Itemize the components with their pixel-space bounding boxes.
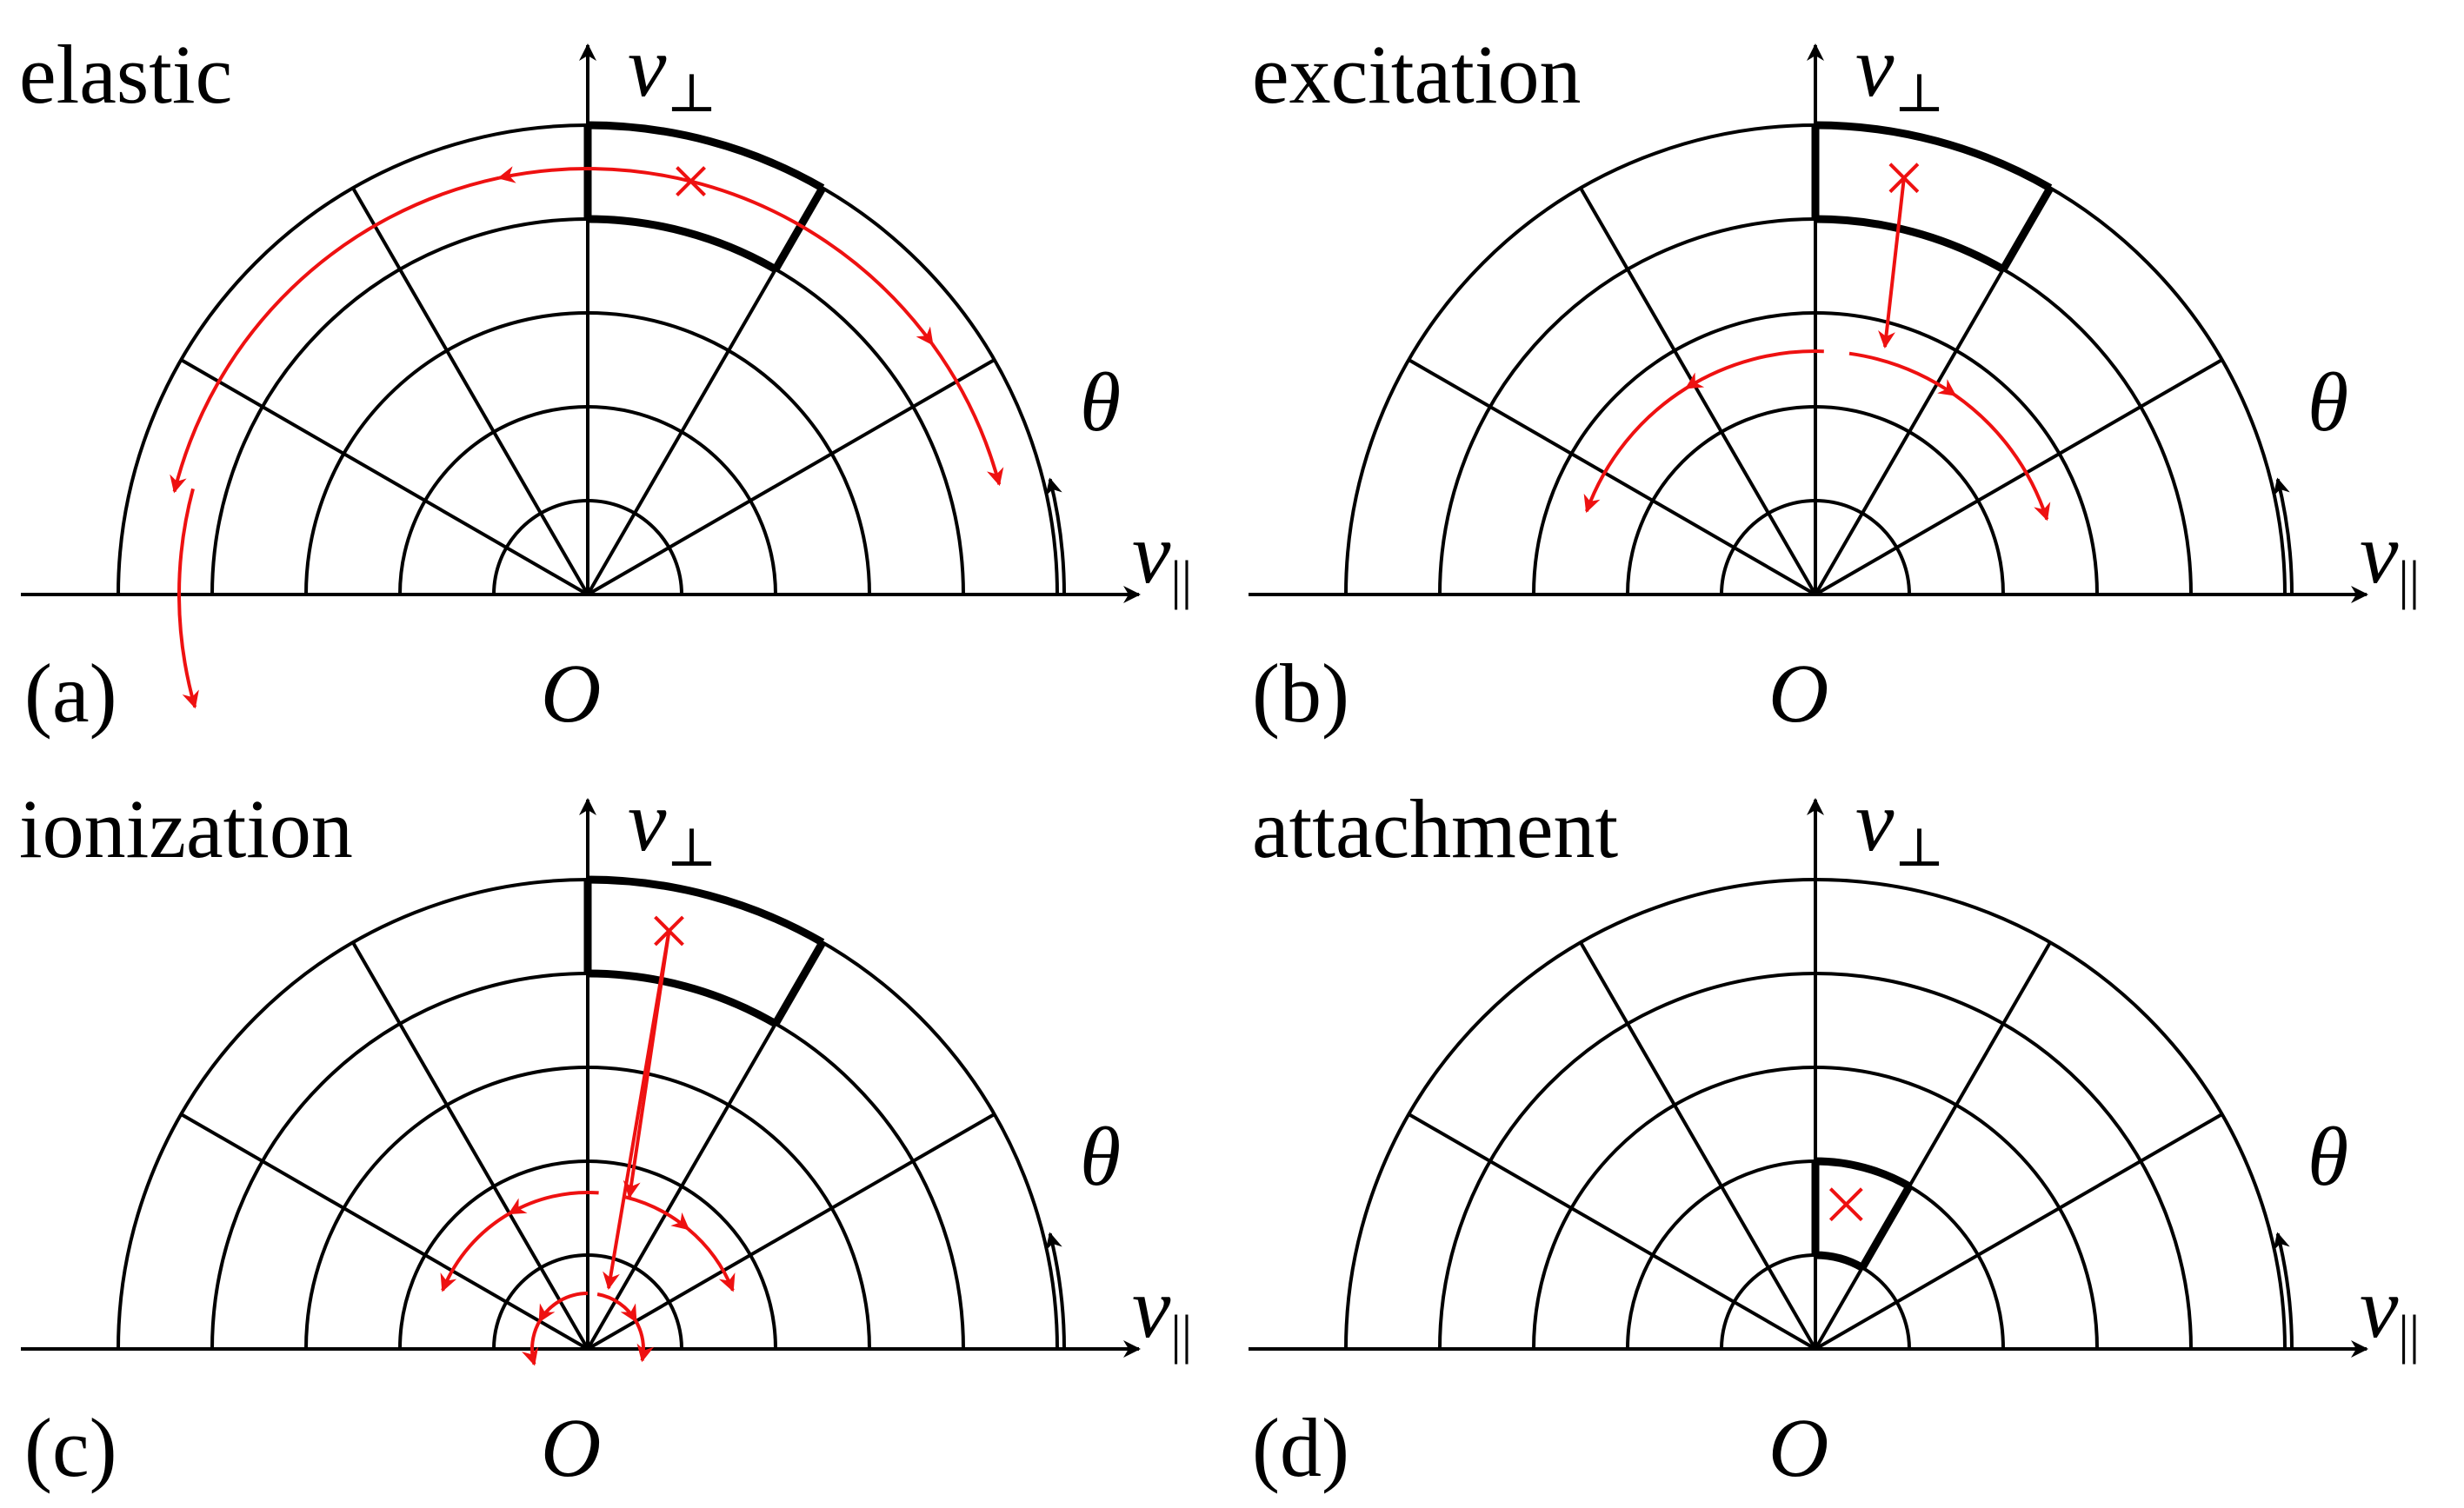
grid-spoke [1814,1113,2223,1351]
grid-spoke [1814,358,2223,596]
panel-attachment: attachment (d) O v⊥ v|| θ [1249,773,2420,1494]
scatter-arc [625,1195,690,1231]
scatter-arc [497,166,691,183]
polar-grid [1249,43,2368,603]
panel-label: (a) [24,647,117,740]
scatter-arc [687,1227,736,1292]
grid-spoke [351,187,589,596]
cell-inner-edge [587,215,778,273]
cell-outer-edge [587,121,825,192]
cell-right-edge [772,940,826,1026]
grid-spoke [351,941,589,1351]
scatter-arc [440,1212,511,1292]
panel-title: ionization [19,782,353,875]
scatter-arc [177,488,199,709]
origin-label: O [1768,1401,1828,1494]
grid-spoke [180,358,589,596]
scattering-trajectories [440,915,736,1366]
v-par-axis-label: v|| [2360,1259,2420,1365]
grid-spoke [1814,941,2052,1351]
theta-direction-arrow [2273,477,2294,595]
theta-label: θ [2308,355,2348,448]
cross-mark [1828,1187,1863,1222]
cell-outer-edge [1815,1157,1912,1190]
theta-direction-arrow [1045,1232,1066,1350]
panel-label: (b) [1252,647,1349,740]
grid-spoke [586,358,996,596]
theta-label: θ [2308,1110,2348,1203]
grid-spoke [1408,358,1817,596]
theta-direction-arrow [1045,477,1066,595]
scatter-arc [930,342,1004,487]
v-perp-axis-label: v⊥ [628,18,717,123]
panel-label: (c) [24,1401,117,1494]
scattering-trajectories [1583,163,2051,521]
scatter-arc [170,176,500,494]
cell-outer-edge [587,875,825,947]
scatter-line [1878,177,1906,349]
panel-label: (d) [1252,1401,1349,1494]
highlighted-cell [583,121,826,273]
cell-right-edge [772,186,826,272]
v-par-axis-label: v|| [1132,1259,1192,1365]
v-par-axis-label: v|| [1132,505,1192,610]
cell-right-edge [2000,186,2054,272]
scatter-arc [508,1190,599,1215]
grid-spoke [180,1113,589,1351]
v-par-axis-label: v|| [2360,505,2420,610]
grid-spoke [1579,941,1817,1351]
panel-excitation: excitation (b) O v⊥ v|| θ [1249,18,2420,740]
scatter-arc [1848,351,1957,397]
cell-inner-edge [1815,215,2006,273]
origin-label: O [541,647,601,740]
scatter-arc [596,1292,638,1323]
panel-title: excitation [1252,28,1582,121]
scattering-trajectories [170,166,1004,709]
polar-grid [21,798,1141,1358]
grid-spoke [586,1113,996,1351]
scatter-arc [690,179,935,346]
highlighted-cell [1811,121,2054,273]
cell-outer-edge [1815,121,2053,192]
scatter-arc [634,1319,655,1363]
scatter-arc [1583,386,1688,514]
highlighted-cell [583,875,826,1027]
grid-spoke [1579,187,1817,596]
theta-direction-arrow [2273,1232,2294,1350]
panel-ionization: ionization (c) O v⊥ v|| θ [19,773,1192,1494]
v-perp-axis-label: v⊥ [628,773,717,878]
panel-title: attachment [1252,782,1618,875]
scattering-trajectories [1828,1187,1863,1222]
v-perp-axis-label: v⊥ [1855,18,1945,123]
scatter-arc [537,1292,589,1323]
highlighted-cell [1811,1157,1913,1272]
panel-elastic: elastic (a) O v⊥ v|| θ [19,18,1192,740]
theta-label: θ [1080,355,1121,448]
cell-right-edge [1859,1184,1913,1270]
cell-inner-edge [1815,1251,1865,1272]
origin-label: O [1768,647,1828,740]
origin-label: O [541,1401,601,1494]
panel-title: elastic [19,28,232,121]
theta-label: θ [1080,1110,1121,1203]
scatter-arc [1954,393,2051,521]
cell-inner-edge [587,969,778,1027]
grid-spoke [1408,1113,1817,1351]
polar-grid [1249,798,2368,1358]
scatter-arc [1684,349,1824,390]
scatter-line [603,930,671,1290]
scatter-arc [521,1320,542,1366]
v-perp-axis-label: v⊥ [1855,773,1945,878]
